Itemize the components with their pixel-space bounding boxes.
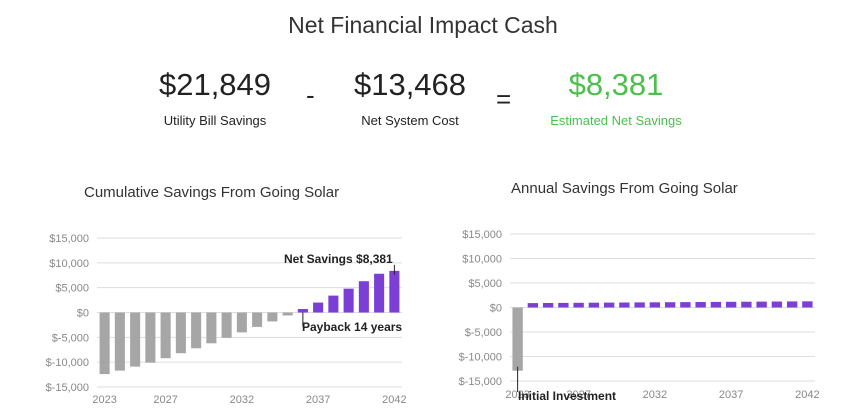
bar	[236, 312, 247, 333]
minus-operator: -	[306, 80, 315, 110]
bar	[297, 309, 308, 313]
net-savings-annotation: Net Savings $8,381	[284, 252, 393, 266]
annual-savings-chart: $15,000 $10,000 $5,000 $0 $-5,000 $-10,000 $-1…	[459, 229, 820, 403]
bar	[221, 312, 232, 338]
kpi-value: $21,849	[158, 67, 272, 102]
bar	[130, 312, 141, 367]
bar	[649, 302, 661, 308]
y-tick-label: $-5,000	[465, 327, 502, 339]
kpi-label: Net System Cost	[361, 113, 459, 128]
bar	[741, 301, 752, 308]
page-title: Net Financial Impact Cash	[288, 12, 558, 38]
bar	[282, 312, 293, 316]
x-tick-label: 2042	[795, 389, 819, 401]
bar	[710, 301, 722, 308]
x-tick-label: 2032	[230, 394, 254, 406]
y-tick-label: $-5,000	[52, 332, 89, 344]
bar	[603, 302, 615, 308]
bar	[527, 303, 539, 308]
kpi-utility-bill-savings: $21,849 Utility Bill Savings	[130, 67, 300, 128]
bar	[191, 312, 202, 349]
x-tick-label: 2027	[566, 389, 590, 401]
kpi-value: $8,381	[568, 67, 664, 102]
bar	[802, 301, 813, 308]
x-tick-label: 2032	[643, 389, 667, 401]
bar	[206, 312, 217, 344]
bar	[619, 302, 630, 308]
bar	[634, 302, 645, 308]
y-tick-label: $-15,000	[46, 382, 89, 394]
x-tick-label: 2027	[153, 394, 177, 406]
kpi-estimated-net-savings: $8,381 Estimated Net Savings	[530, 67, 702, 128]
bar	[99, 312, 110, 375]
kpi-net-system-cost: $13,468 Net System Cost	[330, 67, 490, 128]
bar	[145, 312, 156, 363]
x-tick-label: 2023	[92, 394, 116, 406]
bar	[680, 302, 691, 308]
x-tick-label: 2042	[382, 394, 406, 406]
bar	[175, 312, 186, 354]
bar	[588, 302, 600, 308]
kpi-label: Utility Bill Savings	[163, 113, 267, 128]
bar	[558, 302, 569, 308]
bar	[786, 301, 798, 308]
bar	[542, 302, 554, 308]
bar	[358, 281, 369, 313]
y-tick-label: $0	[77, 308, 89, 320]
bar	[374, 273, 385, 313]
x-tick-label: 2037	[306, 394, 330, 406]
y-tick-label: $-15,000	[459, 376, 502, 388]
kpi-value: $13,468	[353, 67, 467, 102]
y-tick-label: $10,000	[462, 254, 502, 266]
bar	[267, 312, 278, 322]
x-tick-label: 2023	[505, 389, 529, 401]
bar	[328, 295, 339, 313]
bar	[114, 312, 125, 371]
y-tick-label: $15,000	[462, 229, 502, 241]
bar	[343, 288, 354, 313]
bar	[695, 302, 706, 308]
initial-investment-annotation: Initial Investment	[518, 389, 616, 403]
kpi-label: Estimated Net Savings	[550, 113, 682, 128]
y-tick-label: $5,000	[55, 283, 89, 295]
payback-annotation: Payback 14 years	[302, 320, 402, 334]
bar	[160, 312, 171, 359]
bar	[756, 301, 767, 308]
bar	[725, 301, 737, 308]
bar	[573, 302, 584, 308]
bar	[313, 302, 324, 313]
cumulative-savings-chart: $15,000 $10,000 $5,000 $0 $-5,000 $-10,000 $-1…	[46, 233, 407, 406]
bar	[389, 270, 400, 313]
bar	[771, 301, 783, 308]
y-tick-label: $15,000	[49, 233, 89, 245]
y-tick-label: $-10,000	[459, 352, 502, 364]
cumulative-chart-title: Cumulative Savings From Going Solar	[84, 184, 340, 201]
equals-operator: =	[496, 84, 512, 114]
y-tick-label: $-10,000	[46, 357, 89, 369]
y-tick-label: $5,000	[468, 278, 502, 290]
y-tick-label: $0	[490, 303, 502, 315]
x-tick-label: 2037	[719, 389, 743, 401]
annual-chart-title: Annual Savings From Going Solar	[511, 180, 738, 197]
bar	[512, 307, 523, 371]
bar	[664, 302, 676, 308]
bar	[252, 312, 263, 327]
y-tick-label: $10,000	[49, 258, 89, 270]
